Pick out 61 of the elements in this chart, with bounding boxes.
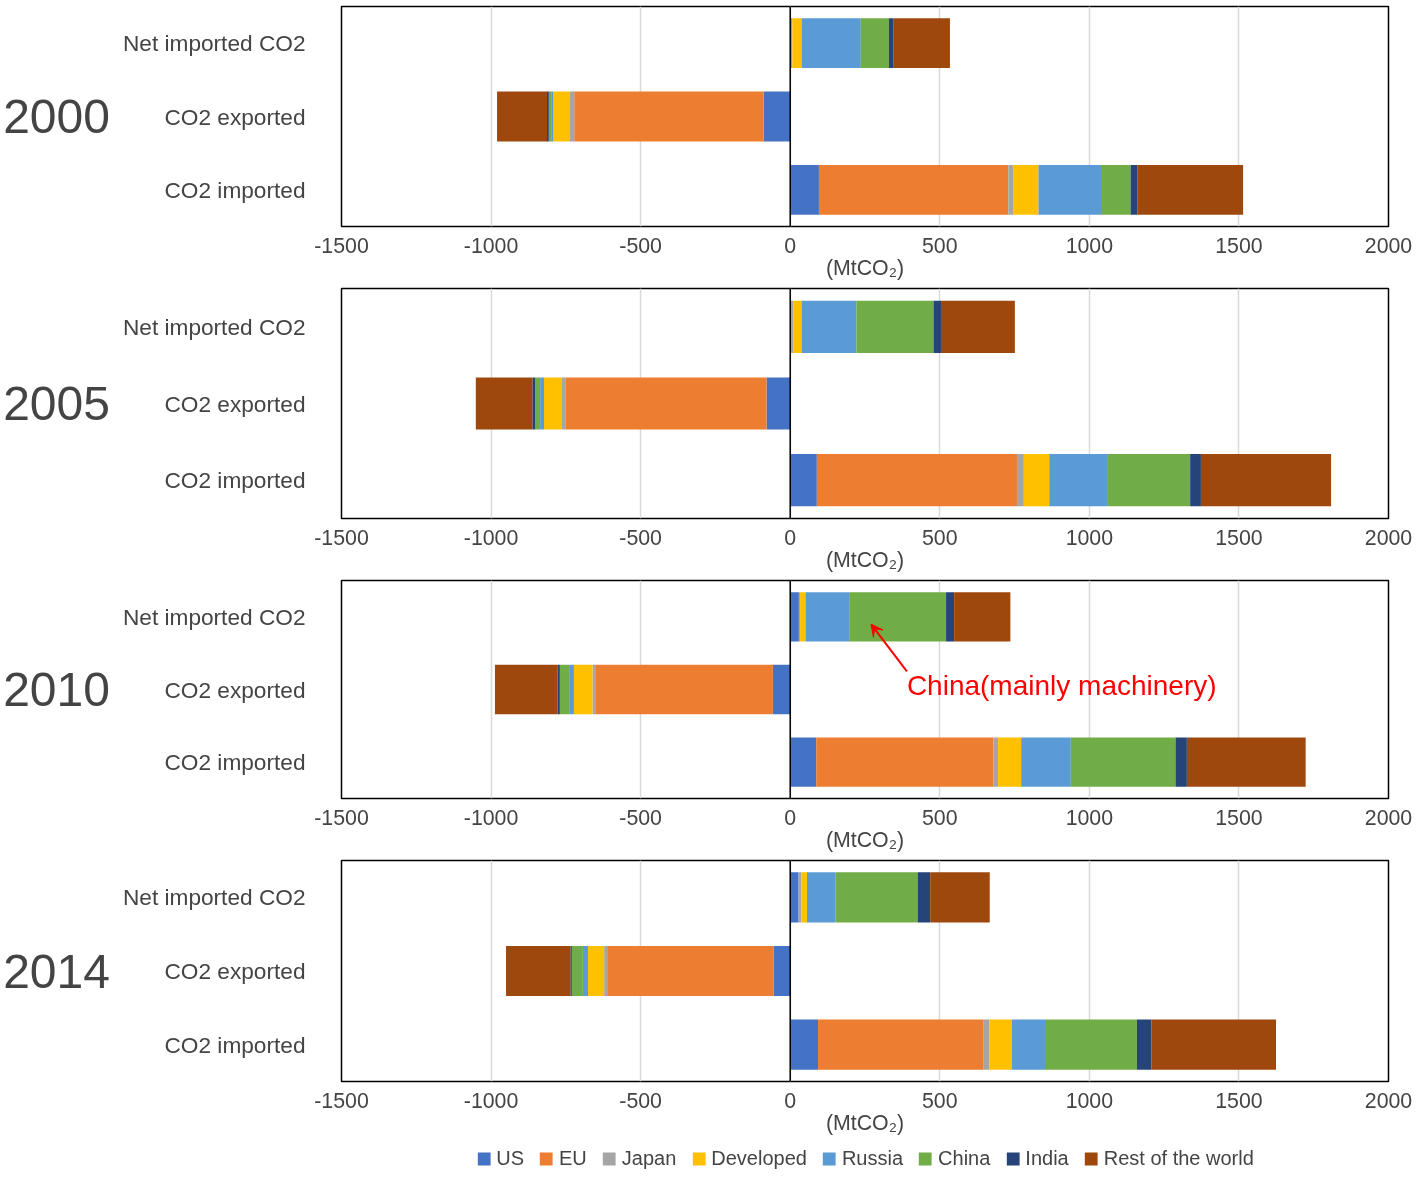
y-tick-label: CO2 imported [164,176,306,203]
x-tick-label: 0 [784,805,797,830]
legend-label: Russia [841,1146,904,1170]
x-tick-label: 0 [784,525,797,550]
x-tick-label: -500 [619,805,663,830]
y-tick-label: CO2 imported [164,1031,306,1058]
x-tick-label: 0 [784,233,797,258]
x-tick-label: -1000 [463,805,519,830]
y-tick-label: CO2 exported [164,958,306,984]
legend-label: Rest of the world [1103,1146,1254,1170]
x-tick-label: -500 [619,525,663,550]
x-tick-label: -1500 [314,525,369,550]
x-axis-title: (MtCO₂) [825,547,905,572]
x-tick-label: 1000 [1065,805,1114,830]
legend-label: India [1025,1146,1069,1170]
x-axis-title: (MtCO₂) [825,255,905,280]
x-tick-label: 2000 [1364,233,1413,258]
y-tick-label: Net imported CO2 [122,884,306,911]
x-tick-label: 500 [921,233,958,258]
x-tick-label: -1500 [314,805,369,830]
x-tick-label: -1500 [314,233,369,258]
legend-label: EU [559,1146,587,1170]
x-tick-label: -1000 [463,525,519,550]
legend-label: Japan [621,1146,677,1170]
x-tick-label: 1000 [1065,525,1114,550]
x-tick-label: -500 [619,1088,663,1113]
x-axis-title: (MtCO₂) [825,827,905,852]
x-tick-label: 0 [784,1088,797,1113]
x-tick-label: -500 [619,233,663,258]
x-tick-label: -1500 [314,1088,369,1113]
x-tick-label: 500 [921,525,958,550]
y-tick-label: CO2 exported [164,676,306,703]
x-tick-label: 1500 [1215,525,1263,550]
x-tick-label: -1000 [463,233,519,258]
x-tick-label: 1500 [1215,1088,1263,1113]
x-tick-label: 2000 [1364,1088,1413,1113]
text: 2010 [3,663,110,716]
annotation: China(mainly machinery) [906,670,1217,702]
x-tick-label: 1500 [1215,233,1263,258]
y-tick-label: CO2 imported [164,749,306,776]
x-tick-label: 2000 [1364,805,1413,830]
x-tick-label: 500 [921,805,958,830]
y-tick-label: Net imported CO2 [122,603,306,630]
y-tick-label: Net imported CO2 [122,313,306,340]
legend-label: Developed [711,1146,807,1170]
y-tick-label: CO2 exported [164,390,306,417]
y-tick-label: CO2 exported [164,103,306,130]
text: 2014 [3,944,110,998]
legend-label: US [496,1146,525,1170]
y-tick-label: Net imported CO2 [122,30,306,57]
legend-label: China [938,1146,991,1170]
x-tick-label: -1000 [463,1088,519,1113]
text: 2005 [3,377,110,430]
x-tick-label: 2000 [1364,525,1413,550]
x-tick-label: 1500 [1215,805,1263,830]
x-tick-label: 1000 [1065,233,1114,258]
x-axis-title: (MtCO₂) [825,1110,905,1135]
text: 2000 [3,90,110,143]
x-tick-label: 500 [921,1088,958,1113]
x-tick-label: 1000 [1065,1088,1114,1113]
y-tick-label: CO2 imported [164,467,306,494]
